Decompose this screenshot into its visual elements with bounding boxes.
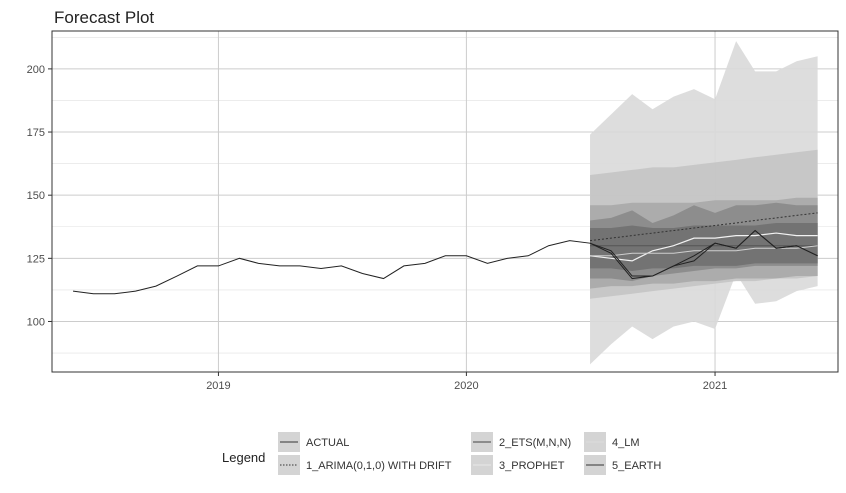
- legend-label: 4_LM: [612, 437, 640, 449]
- legend-label: 2_ETS(M,N,N): [499, 437, 571, 449]
- axes: 100 125 150 175 200 2019 2020 2021: [27, 64, 728, 392]
- legend: Legend ACTUAL 1_ARIMA(0,1,0) WITH DRIFT 2_…: [222, 432, 661, 475]
- series-lines: [72, 212, 818, 295]
- series-line-actual: [72, 229, 818, 295]
- legend-title: Legend: [222, 450, 265, 465]
- legend-label: ACTUAL: [306, 437, 349, 449]
- x-tick-label: 2021: [703, 380, 727, 392]
- series-line-3_PROPHET: [589, 232, 818, 262]
- x-tick-label: 2020: [454, 380, 478, 392]
- legend-label: 5_EARTH: [612, 460, 661, 472]
- y-tick-label: 150: [27, 190, 45, 202]
- x-tick-label: 2019: [206, 380, 230, 392]
- chart-title: Forecast Plot: [54, 8, 154, 27]
- y-tick-label: 200: [27, 64, 45, 76]
- y-tick-label: 125: [27, 253, 45, 265]
- y-tick-label: 100: [27, 316, 45, 328]
- forecast-bands: [590, 41, 818, 365]
- legend-label: 1_ARIMA(0,1,0) WITH DRIFT: [306, 460, 452, 472]
- legend-label: 3_PROPHET: [499, 460, 565, 472]
- y-tick-label: 175: [27, 127, 45, 139]
